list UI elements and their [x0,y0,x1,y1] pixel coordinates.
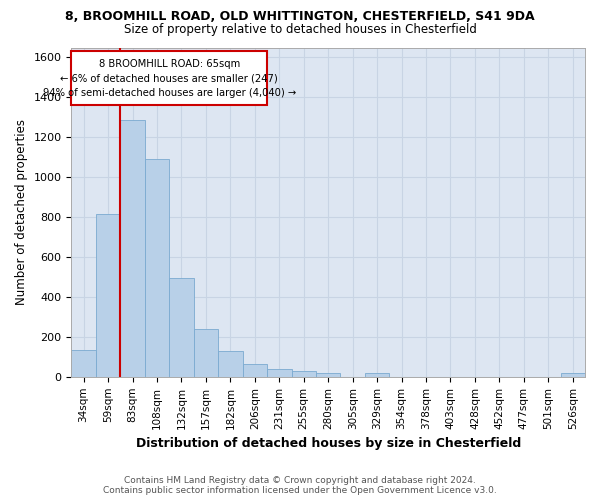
Bar [218,352,242,377]
Bar [365,374,389,377]
Text: 8 BROOMHILL ROAD: 65sqm
← 6% of detached houses are smaller (247)
94% of semi-de: 8 BROOMHILL ROAD: 65sqm ← 6% of detached… [43,58,296,98]
Y-axis label: Number of detached properties: Number of detached properties [15,119,28,305]
Bar [316,374,340,377]
Bar [292,371,316,377]
Text: 8, BROOMHILL ROAD, OLD WHITTINGTON, CHESTERFIELD, S41 9DA: 8, BROOMHILL ROAD, OLD WHITTINGTON, CHES… [65,10,535,23]
Text: Contains HM Land Registry data © Crown copyright and database right 2024.
Contai: Contains HM Land Registry data © Crown c… [103,476,497,495]
Text: Size of property relative to detached houses in Chesterfield: Size of property relative to detached ho… [124,22,476,36]
Bar [242,364,267,377]
FancyBboxPatch shape [71,52,267,106]
Bar [96,214,121,377]
X-axis label: Distribution of detached houses by size in Chesterfield: Distribution of detached houses by size … [136,437,521,450]
Bar [267,369,292,377]
Bar [121,120,145,377]
Bar [560,374,585,377]
Bar [169,278,194,377]
Bar [71,350,96,377]
Bar [145,160,169,377]
Bar [194,330,218,377]
